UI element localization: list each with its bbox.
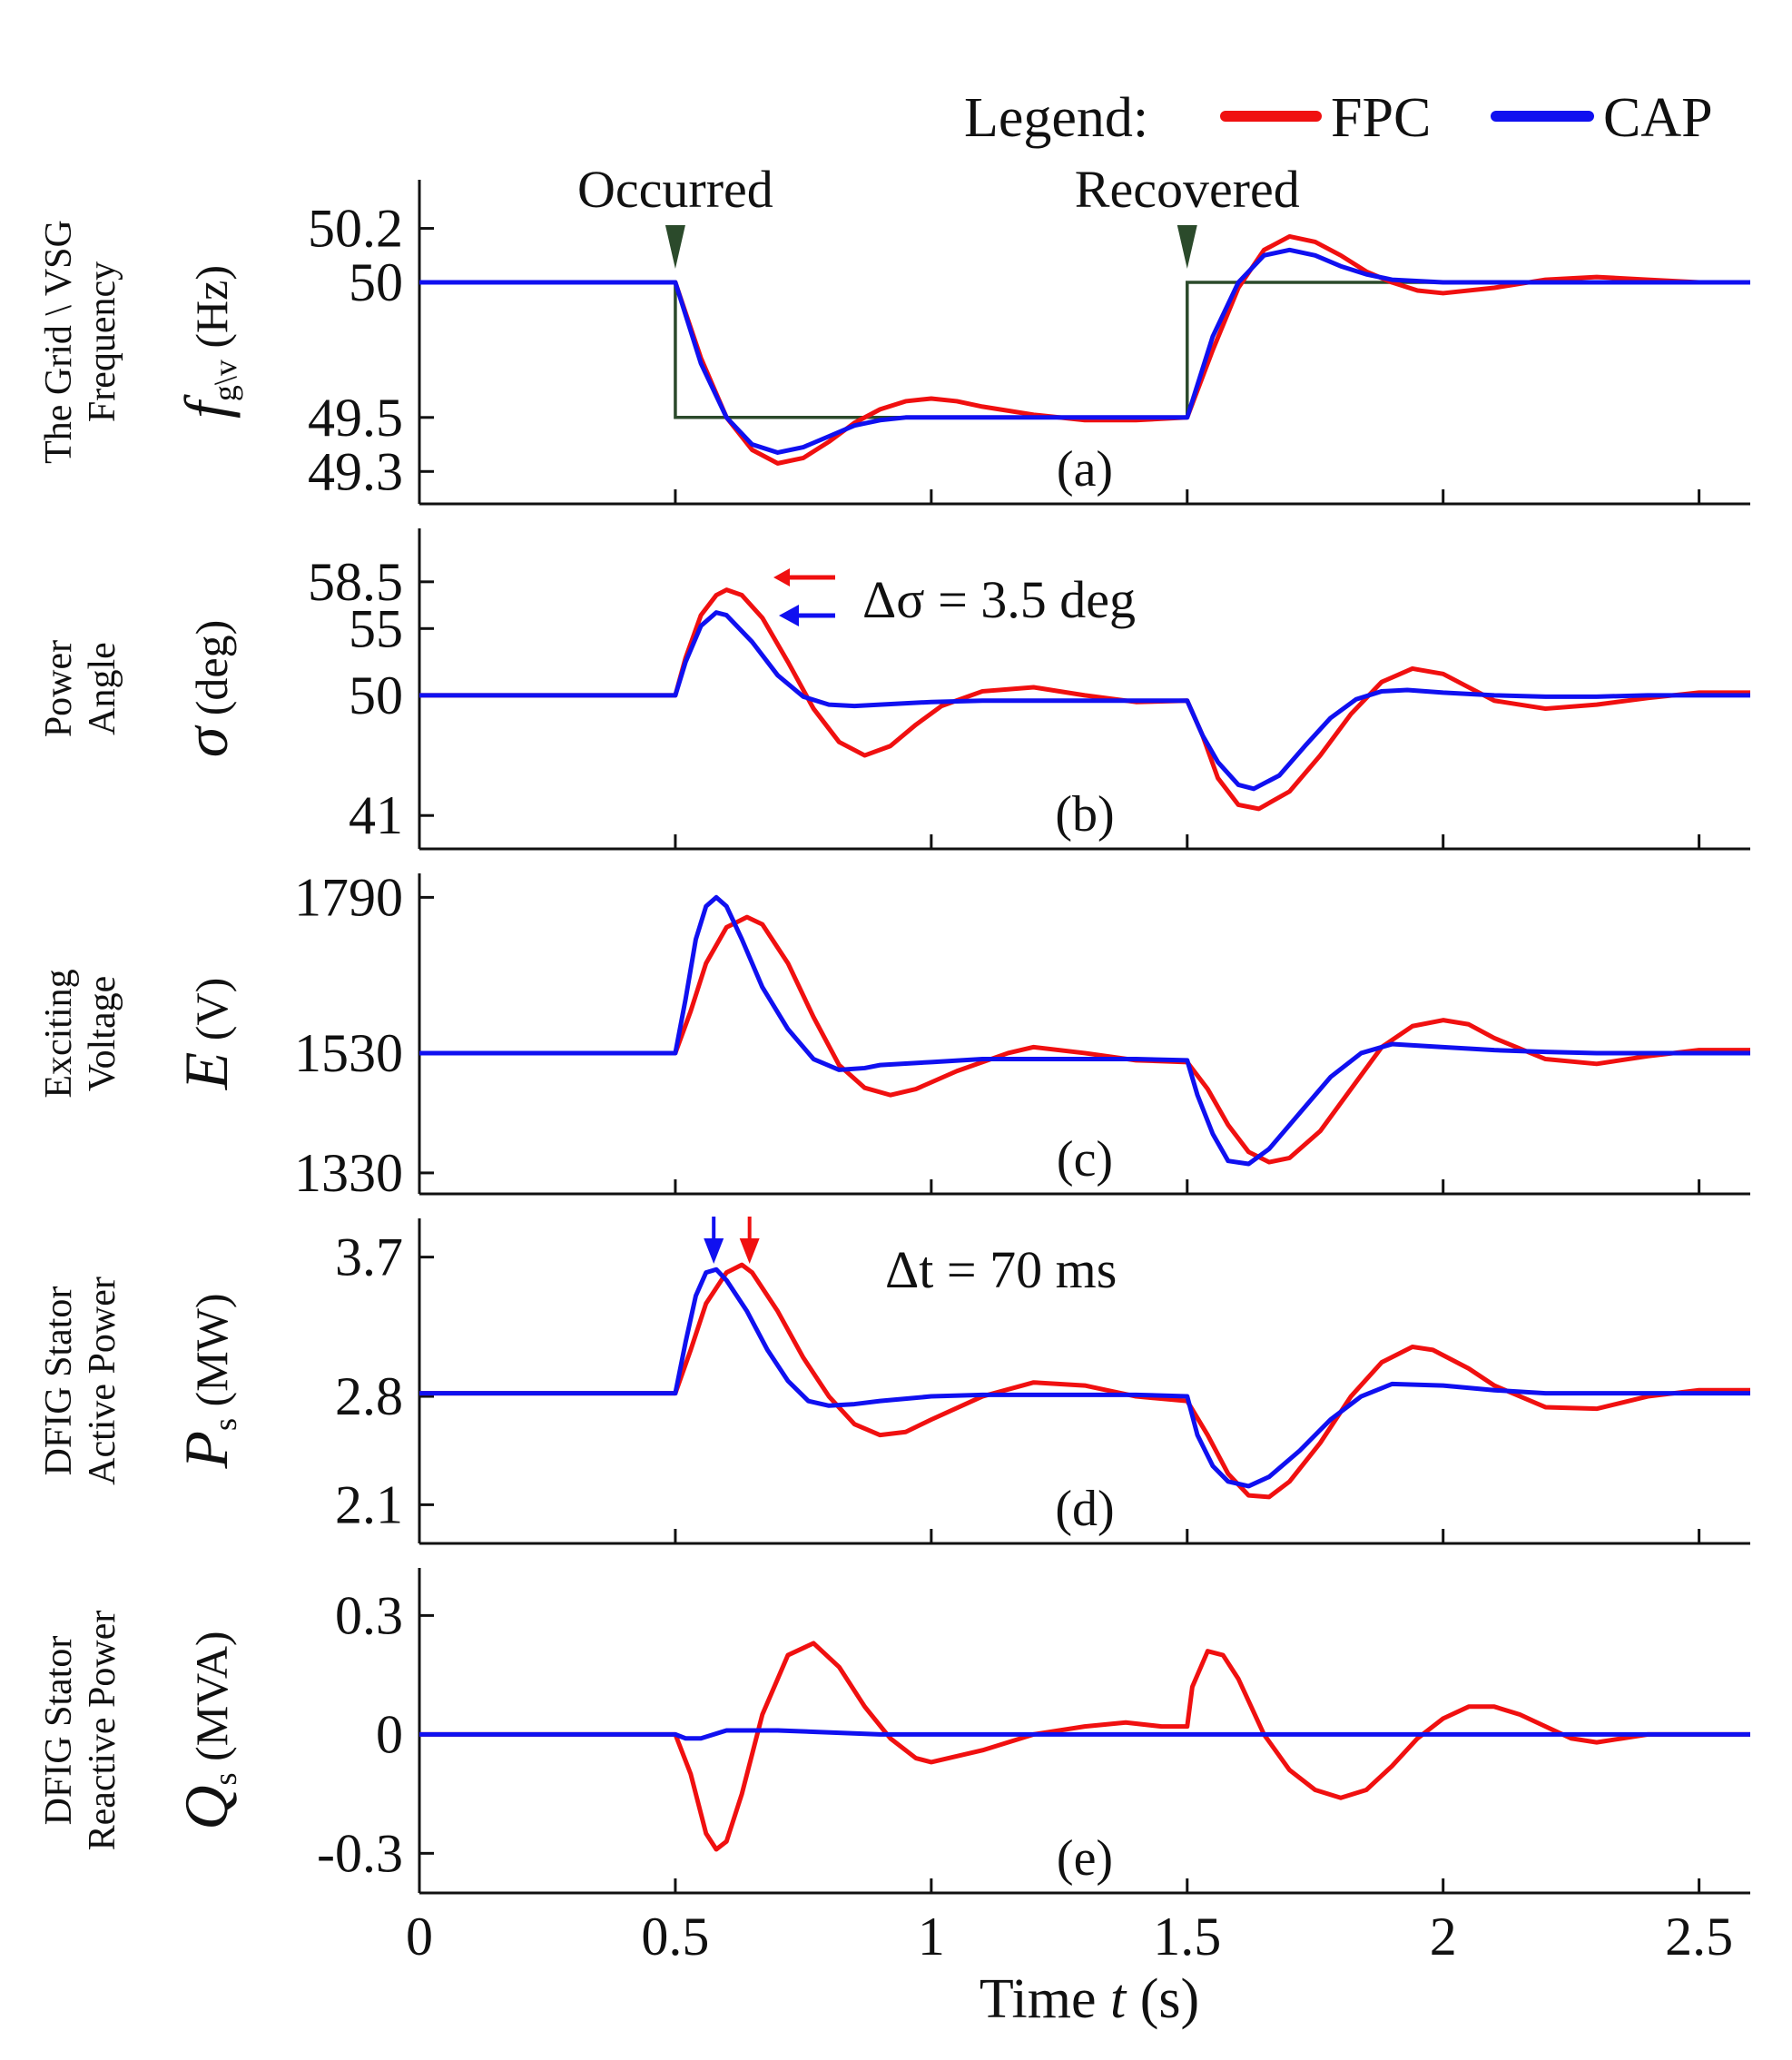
y-tick-label: 50 bbox=[349, 665, 403, 725]
x-tick-label: 2 bbox=[1430, 1907, 1457, 1966]
y-axis-label: Power Angle σ (deg) bbox=[38, 620, 241, 758]
y-axis-label: DFIG Stator Active Power Ps (MW) bbox=[38, 1276, 243, 1485]
y-label-symbol: Ps (MW) bbox=[172, 1293, 243, 1469]
x-tick-label: 1 bbox=[918, 1907, 945, 1966]
x-axis-label-symbol: t bbox=[1110, 1968, 1127, 2030]
y-tick-label: 3.7 bbox=[335, 1227, 403, 1287]
y-symbol: σ bbox=[172, 724, 241, 757]
y-tick-label: 0 bbox=[376, 1704, 403, 1764]
y-label-line: Angle bbox=[82, 642, 123, 735]
legend: Legend: FPC CAP bbox=[964, 87, 1713, 149]
panel-c: 1330 1530 1790 Exciting Voltage E (V) (c) bbox=[38, 867, 1750, 1203]
y-label-line: Reactive Power bbox=[82, 1611, 123, 1851]
event-arrow-icon bbox=[1177, 225, 1197, 269]
panel-label: (d) bbox=[1055, 1481, 1114, 1537]
delta-t-arrowhead-fpc-icon bbox=[739, 1238, 760, 1264]
x-tick-label: 0.5 bbox=[641, 1907, 709, 1966]
y-tick-label: -0.3 bbox=[317, 1823, 403, 1883]
x-tick-label: 1.5 bbox=[1153, 1907, 1221, 1966]
y-tick-label: 0.3 bbox=[335, 1585, 403, 1645]
y-label-line: Exciting bbox=[38, 969, 80, 1098]
y-tick-label: 2.1 bbox=[335, 1474, 403, 1534]
annotation-recovered: Recovered bbox=[1075, 160, 1300, 219]
series-fpc bbox=[419, 1641, 1750, 1852]
y-label-symbol: Qs (MVA) bbox=[172, 1631, 243, 1829]
y-label-line: Voltage bbox=[82, 976, 123, 1092]
panel-label: (c) bbox=[1057, 1131, 1113, 1188]
y-symbol-subscript: g\v bbox=[207, 360, 243, 401]
series-fpc bbox=[419, 233, 1750, 466]
y-unit: (deg) bbox=[186, 620, 237, 727]
y-unit: (V) bbox=[186, 978, 237, 1052]
panel-label: (e) bbox=[1057, 1830, 1113, 1887]
annotation-delta-t: Δt = 70 ms bbox=[885, 1240, 1117, 1299]
x-tick-label: 2.5 bbox=[1665, 1907, 1733, 1966]
y-tick-label: 2.8 bbox=[335, 1366, 403, 1426]
y-tick-label: 1330 bbox=[294, 1143, 403, 1203]
y-tick-label: 1790 bbox=[294, 867, 403, 927]
y-symbol-subscript: s bbox=[207, 1772, 243, 1785]
delta-sigma-arrowhead-cap-icon bbox=[779, 605, 799, 626]
y-axis-label: Exciting Voltage E (V) bbox=[38, 969, 241, 1098]
delta-sigma-arrowhead-fpc-icon bbox=[773, 568, 790, 586]
y-tick-label: 41 bbox=[349, 785, 403, 845]
x-axis-label-prefix: Time bbox=[980, 1968, 1110, 2030]
series-fpc bbox=[419, 914, 1750, 1165]
legend-label-cap: CAP bbox=[1603, 87, 1713, 149]
y-label-line: The Grid \ VSG bbox=[38, 220, 80, 464]
y-unit: (MVA) bbox=[186, 1631, 237, 1772]
y-label-symbol: fg\v (Hz) bbox=[172, 265, 243, 419]
y-label-line: Frequency bbox=[82, 261, 123, 422]
y-tick-label: 50 bbox=[349, 252, 403, 312]
series-cap bbox=[419, 610, 1750, 792]
y-tick-label: 49.3 bbox=[308, 441, 403, 501]
y-axis-label: The Grid \ VSG Frequency fg\v (Hz) bbox=[38, 220, 243, 464]
legend-label-fpc: FPC bbox=[1331, 87, 1431, 149]
y-tick-label: 49.5 bbox=[308, 388, 403, 448]
y-label-line: DFIG Stator bbox=[38, 1636, 80, 1826]
y-symbol-subscript: s bbox=[207, 1418, 243, 1431]
y-label-line: Active Power bbox=[82, 1276, 123, 1485]
x-axis-label: Time t (s) bbox=[980, 1968, 1199, 2030]
y-axis-label: DFIG Stator Reactive Power Qs (MVA) bbox=[38, 1611, 243, 1851]
x-axis-label-unit: (s) bbox=[1126, 1968, 1199, 2030]
y-label-symbol: E (V) bbox=[172, 978, 241, 1090]
delta-t-arrowhead-cap-icon bbox=[704, 1238, 724, 1264]
series-fpc bbox=[419, 1262, 1750, 1500]
y-label-line: DFIG Stator bbox=[38, 1286, 80, 1476]
x-tick-label: 0 bbox=[406, 1907, 433, 1966]
series-cap bbox=[419, 894, 1750, 1167]
y-unit: (Hz) bbox=[186, 265, 237, 360]
y-tick-label: 55 bbox=[349, 598, 403, 658]
y-symbol: E bbox=[172, 1052, 241, 1091]
y-tick-label: 58.5 bbox=[308, 552, 403, 612]
y-unit: (MW) bbox=[186, 1293, 237, 1417]
annotation-delta-sigma: Δσ = 3.5 deg bbox=[862, 570, 1136, 629]
legend-title: Legend: bbox=[964, 87, 1148, 149]
series-cap bbox=[419, 1267, 1750, 1489]
y-tick-label: 1530 bbox=[294, 1023, 403, 1083]
event-arrow-icon bbox=[665, 225, 685, 269]
y-label-symbol: σ (deg) bbox=[172, 620, 241, 758]
series-cap bbox=[419, 1728, 1750, 1741]
series-grid-frequency bbox=[419, 281, 1750, 419]
y-label-line: Power bbox=[38, 640, 80, 737]
series-cap bbox=[419, 247, 1750, 455]
y-symbol: P bbox=[172, 1431, 241, 1470]
y-symbol: Q bbox=[172, 1785, 241, 1829]
y-tick-label: 50.2 bbox=[308, 199, 403, 259]
panel-label: (a) bbox=[1057, 441, 1113, 498]
panel-label: (b) bbox=[1055, 786, 1114, 843]
annotation-occurred: Occurred bbox=[577, 160, 773, 219]
